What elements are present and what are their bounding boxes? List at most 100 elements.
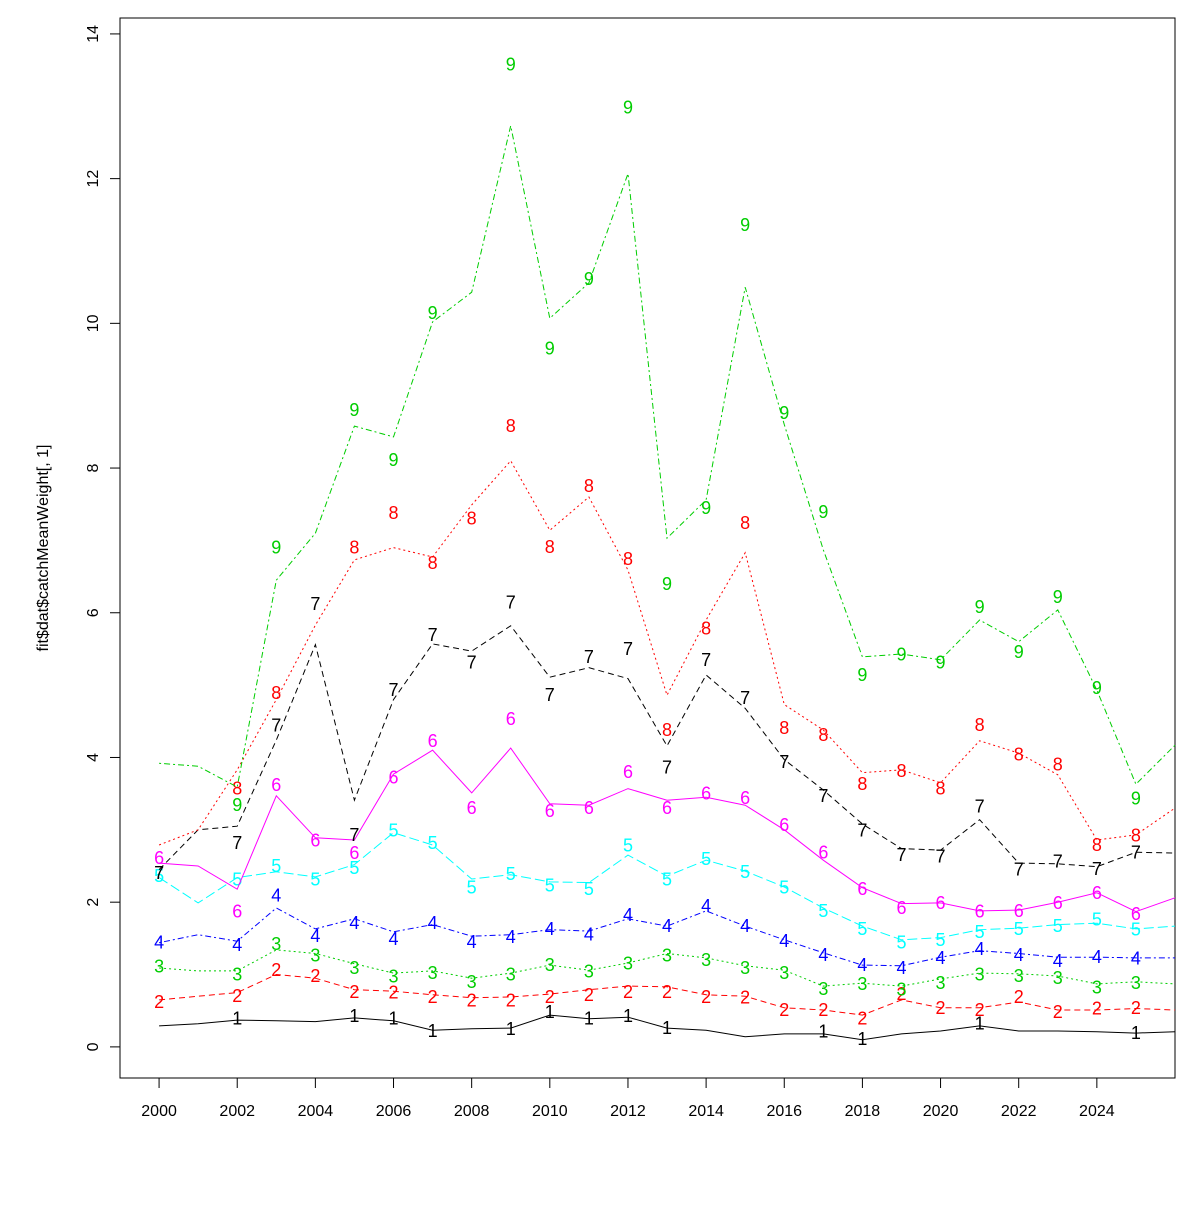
observation-label: 3 bbox=[389, 967, 399, 987]
observation-label: 1 bbox=[506, 1019, 516, 1039]
observation-label: 2 bbox=[584, 985, 594, 1005]
series-line bbox=[159, 973, 1176, 1016]
observation-label: 4 bbox=[349, 913, 359, 933]
observation-label: 2 bbox=[1131, 998, 1141, 1018]
observation-label: 9 bbox=[506, 54, 516, 74]
observation-label: 7 bbox=[779, 752, 789, 772]
observation-label: 2 bbox=[740, 988, 750, 1008]
observation-label: 3 bbox=[428, 963, 438, 983]
observation-label: 3 bbox=[740, 958, 750, 978]
observation-label: 3 bbox=[818, 979, 828, 999]
observation-label: 1 bbox=[584, 1009, 594, 1029]
observation-label: 3 bbox=[467, 972, 477, 992]
observation-label: 7 bbox=[975, 797, 985, 817]
observation-label: 3 bbox=[1053, 968, 1063, 988]
observation-label: 9 bbox=[1092, 678, 1102, 698]
observation-label: 1 bbox=[662, 1018, 672, 1038]
observation-label: 5 bbox=[662, 870, 672, 890]
observation-label: 6 bbox=[740, 788, 750, 808]
observation-label: 5 bbox=[271, 856, 281, 876]
observation-label: 1 bbox=[623, 1006, 633, 1026]
observation-label: 6 bbox=[779, 815, 789, 835]
observation-label: 7 bbox=[154, 863, 164, 883]
observation-label: 5 bbox=[818, 901, 828, 921]
observation-label: 3 bbox=[154, 957, 164, 977]
observation-label: 7 bbox=[818, 786, 828, 806]
observation-label: 8 bbox=[857, 774, 867, 794]
observation-label: 6 bbox=[896, 898, 906, 918]
observation-label: 6 bbox=[1092, 883, 1102, 903]
observation-label: 6 bbox=[662, 798, 672, 818]
observation-label: 2 bbox=[271, 960, 281, 980]
y-axis-label: fit$dat$catchMeanWeight[, 1] bbox=[35, 445, 52, 652]
x-tick-label: 2000 bbox=[141, 1103, 177, 1120]
observation-label: 1 bbox=[818, 1022, 828, 1042]
observation-label: 4 bbox=[428, 913, 438, 933]
observation-label: 3 bbox=[232, 965, 242, 985]
observation-label: 8 bbox=[896, 761, 906, 781]
observation-label: 2 bbox=[154, 992, 164, 1012]
observation-label: 4 bbox=[467, 932, 477, 952]
observation-label: 4 bbox=[662, 916, 672, 936]
x-tick-label: 2010 bbox=[532, 1103, 568, 1120]
series-line bbox=[159, 949, 1176, 987]
observation-label: 3 bbox=[662, 946, 672, 966]
x-tick-label: 2002 bbox=[219, 1103, 255, 1120]
observation-label: 7 bbox=[662, 758, 672, 778]
observation-label: 2 bbox=[936, 998, 946, 1018]
observation-label: 1 bbox=[389, 1009, 399, 1029]
observation-label: 7 bbox=[545, 685, 555, 705]
observation-label: 5 bbox=[467, 878, 477, 898]
observation-label: 2 bbox=[545, 987, 555, 1007]
observation-label: 8 bbox=[779, 718, 789, 738]
observation-label: 6 bbox=[1053, 893, 1063, 913]
observation-label: 5 bbox=[623, 836, 633, 856]
observation-label: 6 bbox=[936, 893, 946, 913]
observation-label: 4 bbox=[1014, 945, 1024, 965]
observation-label: 4 bbox=[740, 916, 750, 936]
observation-label: 4 bbox=[154, 933, 164, 953]
observation-label: 7 bbox=[428, 625, 438, 645]
observation-label: 6 bbox=[389, 768, 399, 788]
observation-label: 2 bbox=[506, 991, 516, 1011]
series-line bbox=[158, 832, 1176, 941]
observation-label: 5 bbox=[936, 930, 946, 950]
observation-label: 7 bbox=[896, 845, 906, 865]
observation-label: 3 bbox=[1092, 978, 1102, 998]
observation-label: 4 bbox=[623, 905, 633, 925]
observation-label: 8 bbox=[232, 779, 242, 799]
observation-label: 3 bbox=[701, 950, 711, 970]
series-line bbox=[159, 1014, 1176, 1041]
observation-label: 5 bbox=[349, 858, 359, 878]
observation-label: 5 bbox=[857, 919, 867, 939]
observation-label: 3 bbox=[779, 963, 789, 983]
x-tick-label: 2018 bbox=[845, 1103, 881, 1120]
observation-label: 8 bbox=[1014, 745, 1024, 765]
observation-label: 6 bbox=[818, 842, 828, 862]
observation-label: 7 bbox=[701, 650, 711, 670]
observation-label: 4 bbox=[701, 896, 711, 916]
observation-label: 8 bbox=[389, 503, 399, 523]
observation-label: 1 bbox=[1131, 1023, 1141, 1043]
y-tick-label: 0 bbox=[85, 1042, 102, 1051]
observation-label: 2 bbox=[1092, 999, 1102, 1019]
observation-label: 4 bbox=[389, 929, 399, 949]
observation-label: 5 bbox=[779, 878, 789, 898]
observation-label: 2 bbox=[428, 987, 438, 1007]
observation-label: 2 bbox=[779, 1000, 789, 1020]
y-tick-label: 2 bbox=[85, 898, 102, 907]
observation-label: 2 bbox=[389, 983, 399, 1003]
observation-label: 9 bbox=[389, 450, 399, 470]
observation-label: 9 bbox=[779, 403, 789, 423]
observation-label: 7 bbox=[623, 639, 633, 659]
observation-label: 7 bbox=[389, 680, 399, 700]
observation-label: 2 bbox=[467, 991, 477, 1011]
series-line bbox=[158, 625, 1176, 870]
observation-label: 6 bbox=[467, 798, 477, 818]
observation-label: 8 bbox=[623, 549, 633, 569]
observation-label: 7 bbox=[1053, 852, 1063, 872]
observation-label: 2 bbox=[818, 1000, 828, 1020]
observation-label: 7 bbox=[1131, 842, 1141, 862]
observation-label: 4 bbox=[1053, 951, 1063, 971]
observation-label: 5 bbox=[584, 879, 594, 899]
